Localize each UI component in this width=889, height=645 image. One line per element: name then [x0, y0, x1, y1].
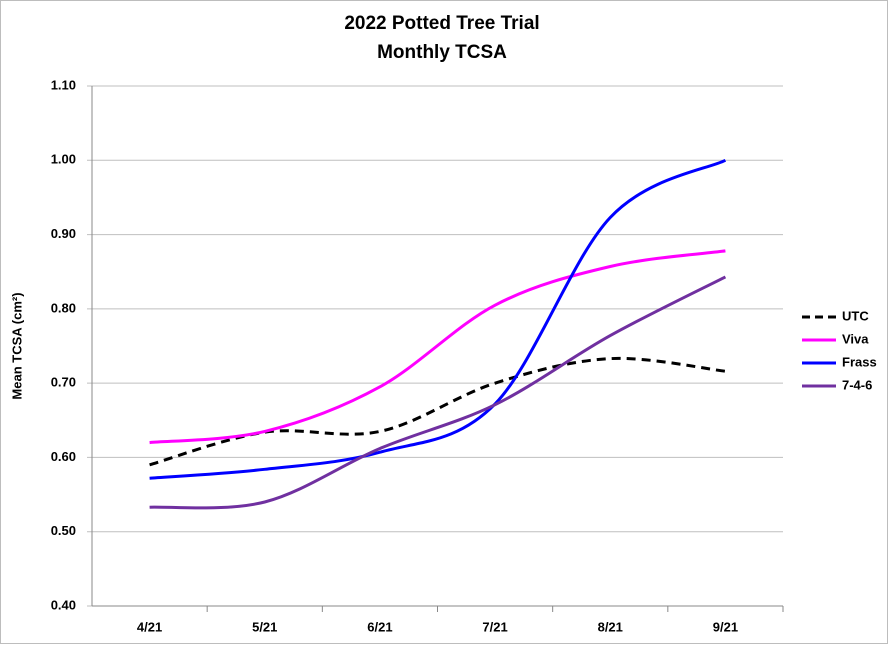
y-tick-label: 0.70 — [51, 375, 76, 390]
y-axis-label: Mean TCSA (cm²) — [9, 292, 24, 399]
line-series — [149, 249, 726, 445]
line-series — [149, 158, 727, 480]
y-tick-label: 0.90 — [51, 226, 76, 241]
y-tick-label: 0.50 — [51, 523, 76, 538]
chart-subtitle: Monthly TCSA — [377, 42, 507, 63]
x-tick-label: 9/21 — [713, 619, 738, 634]
x-tick-label: 6/21 — [367, 619, 392, 634]
x-tick-label: 5/21 — [252, 619, 277, 634]
x-tick-label: 8/21 — [598, 619, 623, 634]
line-series — [149, 275, 727, 510]
legend-label: 7-4-6 — [842, 377, 872, 392]
x-tick-label: 4/21 — [137, 619, 162, 634]
y-tick-label: 1.10 — [51, 77, 76, 92]
legend-label: Viva — [842, 331, 869, 346]
y-tick-label: 0.40 — [51, 597, 76, 612]
legend-label: Frass — [842, 354, 877, 369]
y-tick-label: 0.60 — [51, 449, 76, 464]
y-tick-label: 1.00 — [51, 152, 76, 167]
x-tick-label: 7/21 — [482, 619, 507, 634]
y-tick-label: 0.80 — [51, 300, 76, 315]
legend-label: UTC — [842, 308, 869, 323]
chart-title: 2022 Potted Tree Trial — [344, 13, 539, 34]
